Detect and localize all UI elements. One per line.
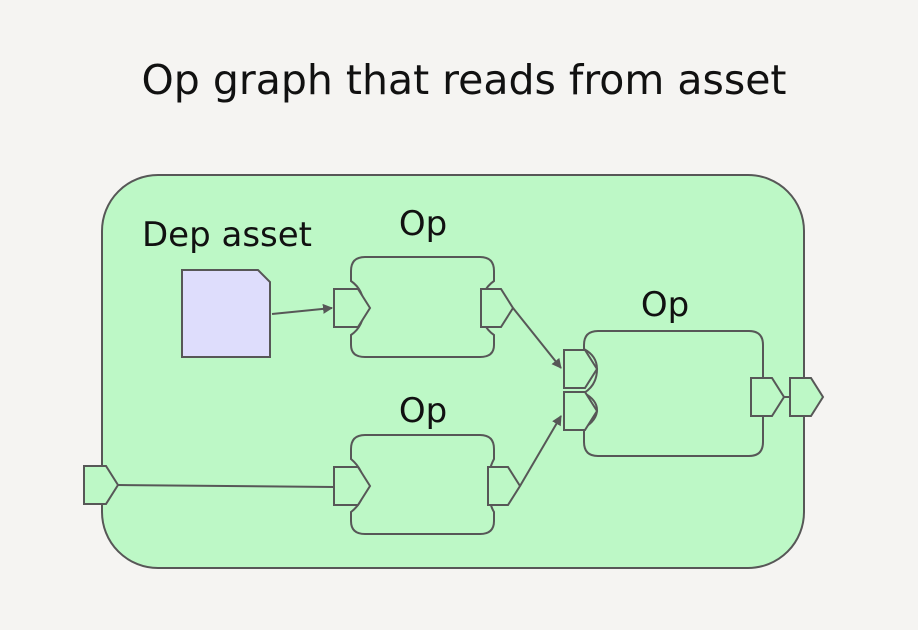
op-top-node[interactable]: Op xyxy=(333,204,515,358)
op-right-input-port-1[interactable] xyxy=(563,349,599,389)
edge-op-top-to-op-right xyxy=(512,307,562,369)
op-top-output-port[interactable] xyxy=(480,288,515,328)
graph-input-port[interactable] xyxy=(83,465,120,505)
op-top-input-port[interactable] xyxy=(333,288,372,328)
graph-output-port[interactable] xyxy=(789,377,825,417)
op-bottom-input-port[interactable] xyxy=(333,466,372,506)
dep-asset-label: Dep asset xyxy=(142,215,312,255)
op-right-output-port[interactable] xyxy=(750,377,786,417)
dep-asset-node[interactable]: Dep asset xyxy=(142,215,312,358)
op-right-node[interactable]: Op xyxy=(563,285,786,457)
op-top-box xyxy=(350,256,495,358)
op-right-label: Op xyxy=(641,285,689,325)
op-right-box xyxy=(581,330,764,457)
document-icon xyxy=(181,269,271,358)
op-bottom-output-port[interactable] xyxy=(487,466,522,506)
edge-asset-to-op-top xyxy=(271,303,333,315)
edge-op-bottom-to-op-right xyxy=(519,415,562,487)
edge-graph-input-to-op-bottom xyxy=(117,484,335,488)
graph-container[interactable] xyxy=(101,174,805,569)
op-bottom-box xyxy=(350,434,495,535)
op-bottom-node[interactable]: Op xyxy=(333,391,522,535)
diagram-title: Op graph that reads from asset xyxy=(142,56,787,104)
op-right-input-port-2[interactable] xyxy=(563,391,599,431)
op-bottom-label: Op xyxy=(399,391,447,431)
op-top-label: Op xyxy=(399,204,447,244)
